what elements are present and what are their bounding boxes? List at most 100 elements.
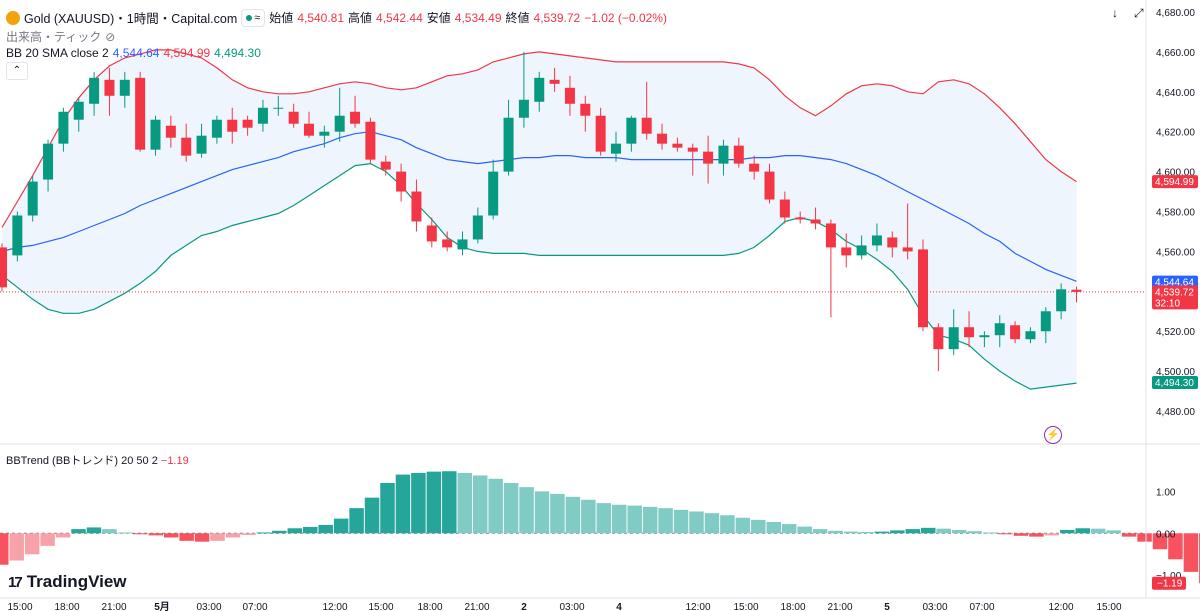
- candle-body: [887, 237, 898, 248]
- bb-upper-value: 4,594.99: [163, 46, 211, 60]
- histogram-bar: [24, 533, 40, 555]
- close-value: 4,539.72: [533, 10, 581, 25]
- histogram-bar: [812, 529, 828, 534]
- price-tick-label: 4,600.00: [1156, 168, 1195, 179]
- histogram-bar: [967, 531, 982, 534]
- bb-basis-value: 4,544.64: [112, 46, 160, 60]
- histogram-bar: [596, 503, 612, 534]
- histogram-bar: [1013, 533, 1029, 536]
- volume-row: 出来高・ティック ⊘: [6, 28, 115, 45]
- histogram-bar: [735, 517, 751, 534]
- histogram-bar: [581, 499, 596, 534]
- market-open-icon: [246, 14, 253, 21]
- candle-body: [457, 239, 468, 250]
- histogram-bar: [380, 482, 395, 534]
- candle-body: [580, 103, 591, 116]
- time-tick-label: 15:00: [368, 602, 393, 611]
- candle-body: [319, 131, 330, 136]
- histogram-bar: [194, 533, 210, 542]
- candle-body: [135, 77, 146, 150]
- candle-body: [549, 79, 560, 84]
- histogram-bar: [225, 533, 241, 538]
- candle-body: [257, 107, 268, 124]
- histogram-bar: [148, 533, 163, 536]
- candle-body: [12, 215, 23, 256]
- candle-body: [150, 119, 161, 150]
- price-tick-label: 4,680.00: [1156, 8, 1195, 19]
- price-tick-label: 4,520.00: [1156, 327, 1195, 338]
- histogram-bar: [395, 474, 411, 534]
- histogram-bar: [272, 530, 287, 534]
- gold-logo-icon: [6, 10, 20, 25]
- volume-label[interactable]: 出来高・ティック: [6, 30, 102, 44]
- histogram-bar: [534, 491, 550, 534]
- change-value: −1.02 (−0.02%): [584, 10, 667, 25]
- bb-label[interactable]: BB 20 SMA close 2: [6, 46, 109, 60]
- histogram-bar: [1075, 528, 1090, 534]
- time-tick-label: 21:00: [101, 602, 126, 611]
- bbtrend-label[interactable]: BBTrend (BBトレンド) 20 50 2: [6, 455, 158, 467]
- alert-bolt-icon[interactable]: ⚡: [1044, 426, 1062, 444]
- candle-body: [365, 121, 376, 160]
- bbtrend-histogram: 1.000.00−1.00−1.19: [0, 471, 1200, 590]
- chevron-up-icon: ⌃: [12, 65, 22, 76]
- open-label: 始値: [269, 11, 294, 25]
- collapse-legend-button[interactable]: ⌃: [6, 62, 28, 80]
- bbtrend-value: −1.19: [160, 455, 189, 467]
- candle-body: [104, 79, 115, 96]
- symbol-title[interactable]: Gold (XAUUSD)・1時間・Capital.com: [24, 12, 238, 26]
- histogram-bar: [874, 531, 890, 534]
- candle-body: [626, 117, 637, 144]
- candle-body: [841, 247, 852, 256]
- candle-body: [273, 107, 284, 109]
- candle-body: [426, 225, 437, 242]
- fullscreen-icon[interactable]: ⤢: [1134, 6, 1144, 20]
- high-value: 4,542.44: [376, 10, 423, 25]
- candle-body: [856, 245, 867, 256]
- low-value: 4,534.49: [454, 10, 502, 25]
- download-icon[interactable]: ↓: [1112, 6, 1118, 20]
- candle-body: [611, 143, 621, 154]
- time-tick-label: 03:00: [922, 602, 947, 611]
- histogram-bar: [1044, 533, 1060, 536]
- candle-body: [181, 137, 192, 156]
- price-label-basis: [1152, 275, 1198, 289]
- candle-body: [380, 161, 391, 170]
- histogram-bar: [457, 472, 472, 534]
- candle-body: [43, 143, 54, 180]
- bbtrend-legend: BBTrend (BBトレンド) 20 50 2 −1.19: [6, 452, 189, 468]
- histogram-bar: [40, 533, 55, 546]
- countdown-text: 32:10: [1155, 298, 1180, 309]
- histogram-bar: [1060, 529, 1075, 534]
- bbtrend-tick-label: 1.00: [1156, 487, 1176, 498]
- histogram-bar: [859, 532, 874, 534]
- candle-body: [1040, 311, 1051, 332]
- histogram-bar: [1168, 533, 1183, 560]
- candle-body: [27, 181, 38, 216]
- candle-body: [657, 133, 668, 144]
- histogram-bar: [673, 509, 689, 534]
- histogram-bar: [1121, 533, 1137, 537]
- candle-body: [1071, 289, 1082, 292]
- candle-body: [933, 327, 944, 350]
- bb-basis-line: [1, 131, 1077, 282]
- tradingview-mark-icon: 17: [8, 573, 23, 591]
- time-tick-label: 5月: [154, 601, 170, 611]
- candle-body: [472, 215, 483, 240]
- histogram-bar: [921, 527, 936, 534]
- price-tick-label: 4,640.00: [1156, 88, 1195, 99]
- time-tick-label: 07:00: [969, 602, 994, 611]
- bb-lower-value: 4,494.30: [214, 46, 261, 60]
- candle-body: [304, 123, 314, 136]
- candle-body: [948, 327, 959, 350]
- candle-body: [994, 323, 1005, 336]
- candle-body: [979, 335, 990, 338]
- eye-off-icon[interactable]: ⊘: [105, 29, 116, 44]
- candle-body: [733, 145, 744, 164]
- candle-body: [503, 117, 514, 172]
- tradingview-logo[interactable]: 17 TradingView: [8, 572, 127, 592]
- bollinger-band-area: [2, 49, 1077, 390]
- histogram-bar: [951, 529, 967, 534]
- market-status-badge[interactable]: ≈: [241, 8, 266, 27]
